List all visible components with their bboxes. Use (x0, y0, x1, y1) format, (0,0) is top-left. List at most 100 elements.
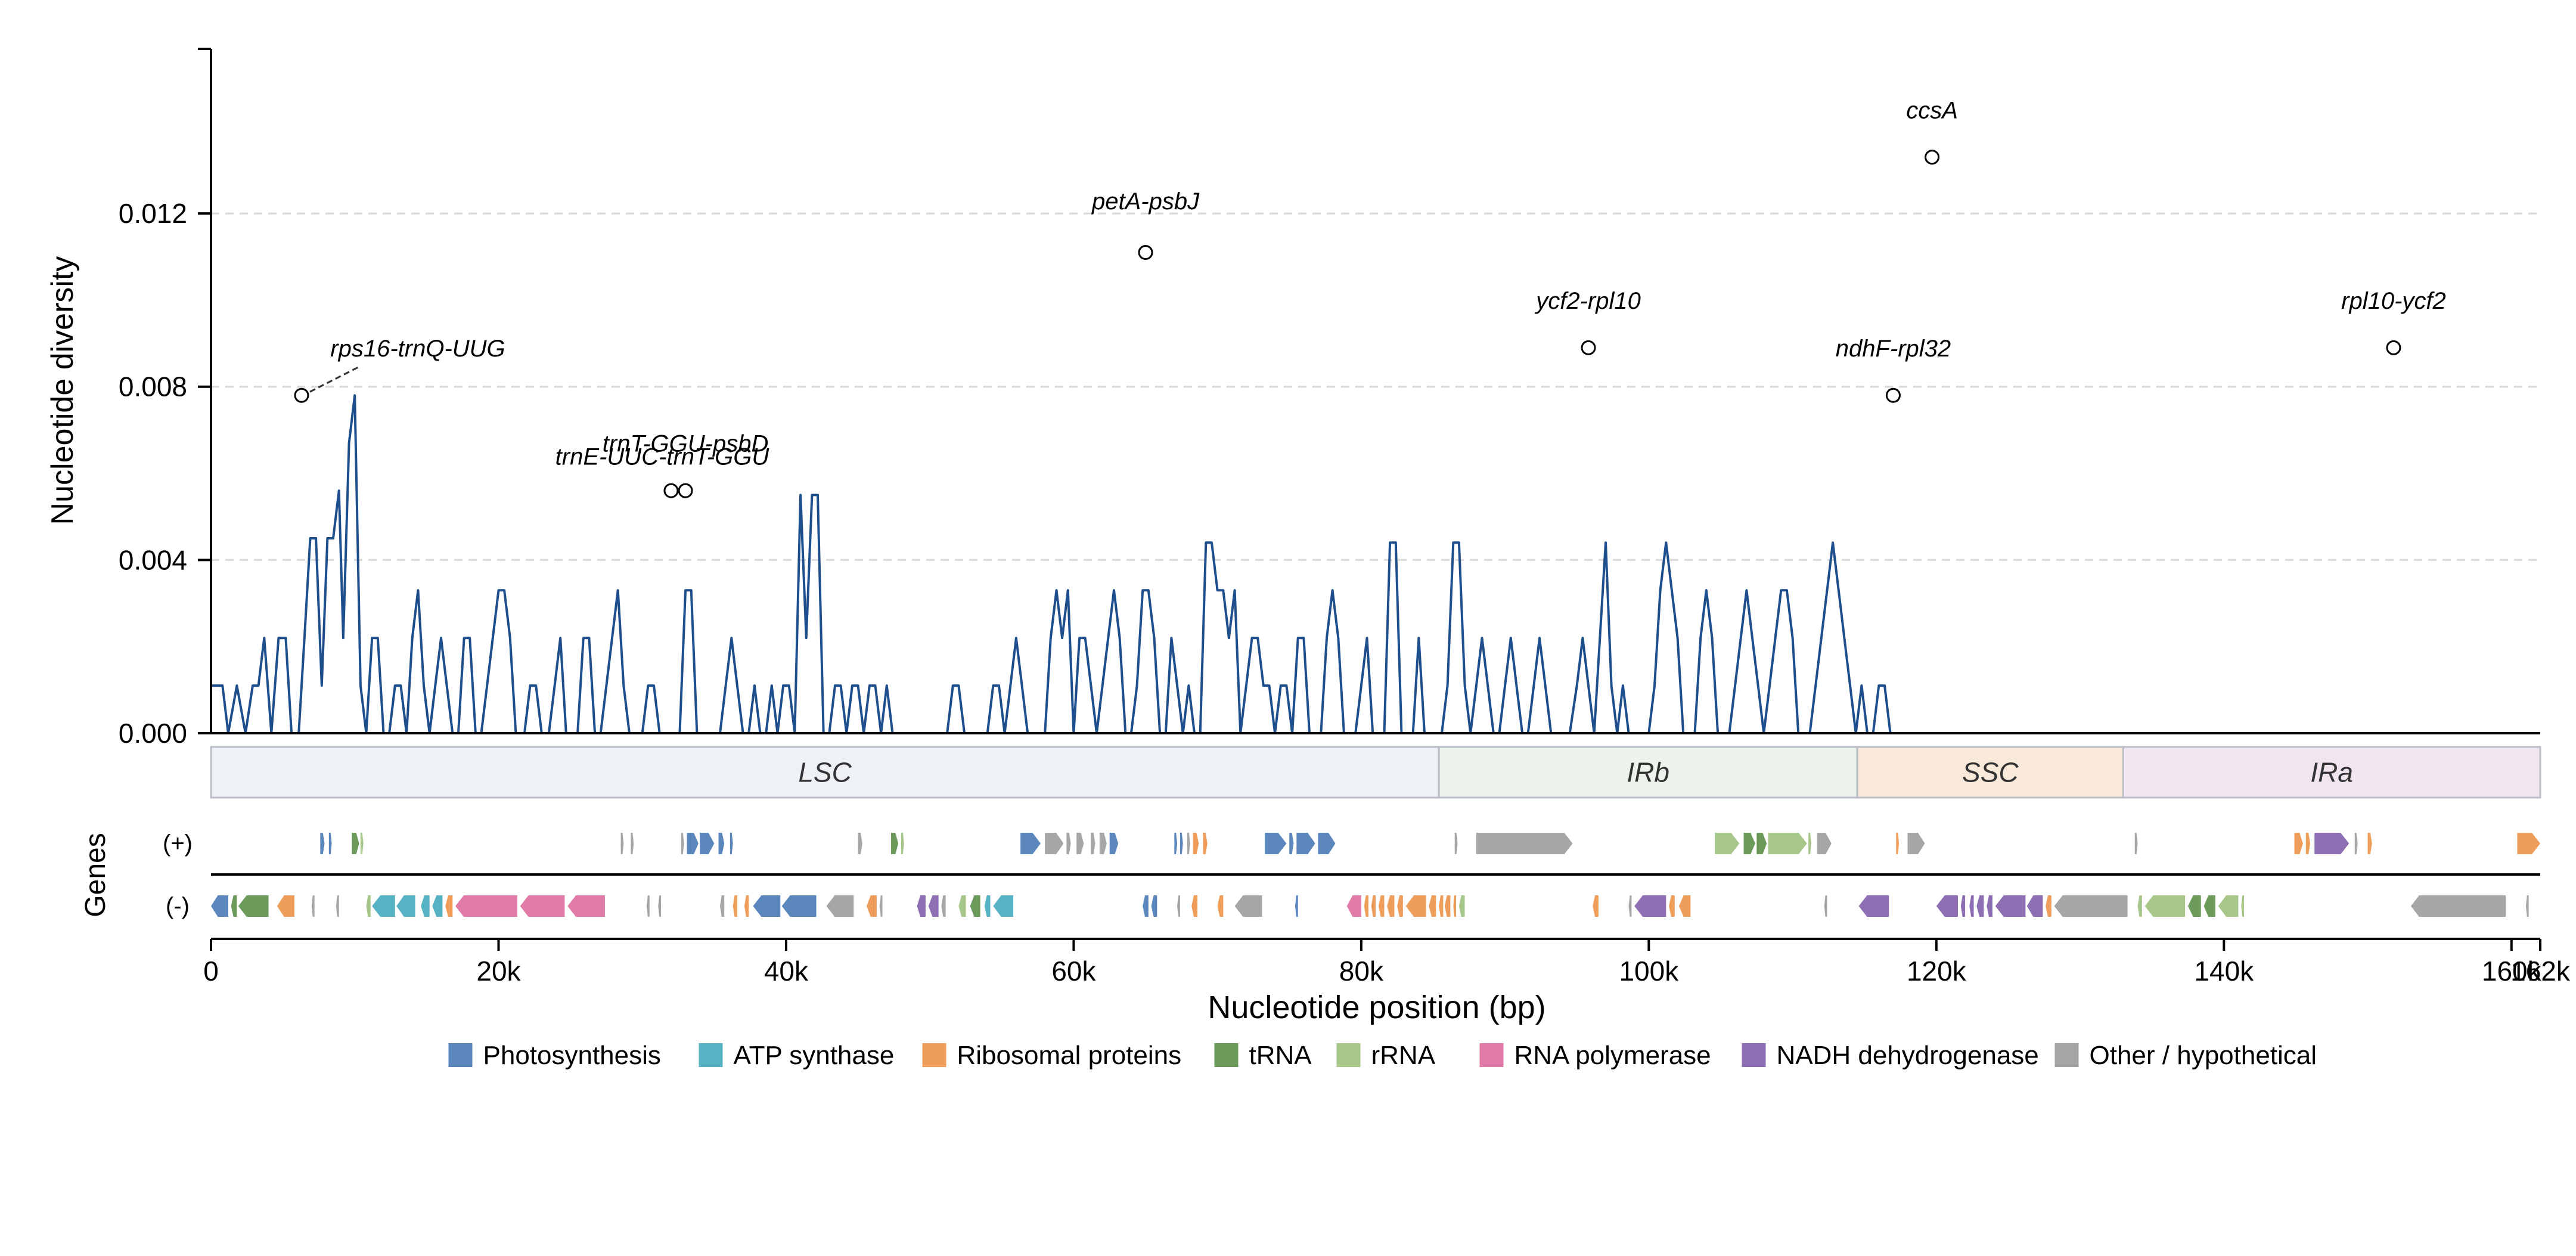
gene-minus-strand (993, 895, 1014, 917)
gene-minus-strand (311, 895, 315, 917)
gene-minus-strand (1960, 895, 1966, 917)
gene-minus-strand (1628, 895, 1632, 917)
y-tick-label: 0.004 (119, 544, 187, 575)
gene-minus-strand (2525, 895, 2529, 917)
gene-minus-strand (421, 895, 430, 917)
peak-markers: rps16-trnQ-UUG trnE-UUC-trnT-GGUtrnT-GGU-… (294, 97, 2446, 498)
x-tick-label: 60k (1051, 956, 1096, 987)
gene-minus-strand (753, 895, 781, 917)
gene-plus-strand (1476, 833, 1573, 854)
gene-minus-strand (520, 895, 565, 917)
region-band (1856, 746, 2124, 799)
gene-minus-strand (744, 895, 749, 917)
gene-plus-strand (1318, 833, 1336, 854)
gene-minus-strand (879, 895, 883, 917)
y-tick-label: 0.008 (119, 371, 187, 402)
gene-minus-strand (1397, 895, 1403, 917)
y-tick-label: 0.000 (119, 718, 187, 749)
gene-plus-strand (2305, 833, 2311, 854)
gene-minus-strand (733, 895, 737, 917)
plus-strand-label: (+) (163, 830, 193, 857)
gene-plus-strand (1296, 833, 1315, 854)
gene-minus-strand (2241, 895, 2245, 917)
region-label: IRa (2310, 757, 2353, 788)
gene-plus-strand (1743, 833, 1755, 854)
gene-minus-strand (1995, 895, 2026, 917)
gene-plus-strand (1454, 833, 1458, 854)
x-tick-label: 40k (764, 956, 809, 987)
gene-plus-strand (1808, 833, 1811, 854)
gene-minus-strand (2046, 895, 2052, 917)
gene-plus-strand (1076, 833, 1084, 854)
gene-minus-strand (928, 895, 939, 917)
region-band (2122, 746, 2541, 799)
gene-plus-strand (2367, 833, 2372, 854)
gene-minus-strand (455, 895, 517, 917)
gene-minus-strand (1936, 895, 1958, 917)
gene-plus-strand (1817, 833, 1832, 854)
peak-label: trnT-GGU-psbD (603, 431, 769, 457)
gene-plus-strand (631, 833, 634, 854)
gene-plus-strand (1020, 833, 1041, 854)
gene-plus-strand (1109, 833, 1119, 854)
gene-minus-strand (1824, 895, 1827, 917)
x-tick-label: 162k (2510, 956, 2571, 987)
gene-minus-strand (396, 895, 415, 917)
y-axis-label: Nucleotide diversity (45, 256, 80, 525)
grid-lines (211, 212, 2540, 561)
legend-swatch (448, 1043, 473, 1067)
gene-plus-strand (1907, 833, 1925, 854)
gene-minus-strand (658, 895, 662, 917)
gene-minus-strand (1858, 895, 1889, 917)
gene-minus-strand (646, 895, 650, 917)
gene-plus-strand (1715, 833, 1740, 854)
legend-entry: Other / hypothetical (2090, 1041, 2317, 1070)
x-tick-label: 140k (2194, 956, 2254, 987)
peak-label: ndhF-rpl32 (1836, 336, 1951, 362)
gene-plus-strand (2294, 833, 2303, 854)
gene-minus-strand (826, 895, 854, 917)
peak-leader-line (309, 366, 359, 393)
gene-plus-strand (2134, 833, 2138, 854)
gene-minus-strand (567, 895, 605, 917)
gene-minus-strand (1371, 895, 1376, 917)
gene-plus-strand (700, 833, 715, 854)
gene-minus-strand (1429, 895, 1436, 917)
gene-plus-strand (1896, 833, 1900, 854)
gene-plus-strand (1091, 833, 1095, 854)
gene-minus-strand (970, 895, 980, 917)
peak-marker (1581, 340, 1596, 355)
x-tick-label: 160k (2482, 956, 2542, 987)
diversity-series-line (211, 394, 1897, 734)
gene-plus-strand (1203, 833, 1208, 854)
legend-swatch (922, 1043, 946, 1067)
gene-plus-strand (328, 833, 332, 854)
legend-entry: rRNA (1371, 1041, 1436, 1070)
region-band (1438, 746, 1858, 799)
gene-minus-strand (1969, 895, 1974, 917)
gene-minus-strand (984, 895, 991, 917)
x-tick-label: 100k (1619, 956, 1679, 987)
legend-swatch (1214, 1043, 1239, 1067)
region-label: IRb (1627, 757, 1669, 788)
legend-entry: Photosynthesis (483, 1041, 661, 1070)
region-bands: LSC IRb SSC IRa (210, 746, 2541, 799)
gene-minus-strand (2137, 895, 2142, 917)
x-tick-label: 120k (1907, 956, 1967, 987)
gene-plus-strand (901, 833, 904, 854)
gene-plus-strand (1180, 833, 1183, 854)
gene-minus-strand (2054, 895, 2128, 917)
gene-minus-strand (211, 895, 228, 917)
peak-label: trnE-UUC-trnT-GGU (555, 444, 770, 470)
legend-entry: ATP synthase (734, 1041, 895, 1070)
gene-minus-strand (1444, 895, 1451, 917)
gene-plus-strand (1756, 833, 1767, 854)
gene-minus-strand (781, 895, 817, 917)
gene-minus-strand (445, 895, 453, 917)
gene-plus-strand (320, 833, 325, 854)
region-label: SSC (1962, 757, 2019, 788)
gene-minus-strand (1143, 895, 1149, 917)
y-tick-label: 0.012 (119, 198, 187, 229)
